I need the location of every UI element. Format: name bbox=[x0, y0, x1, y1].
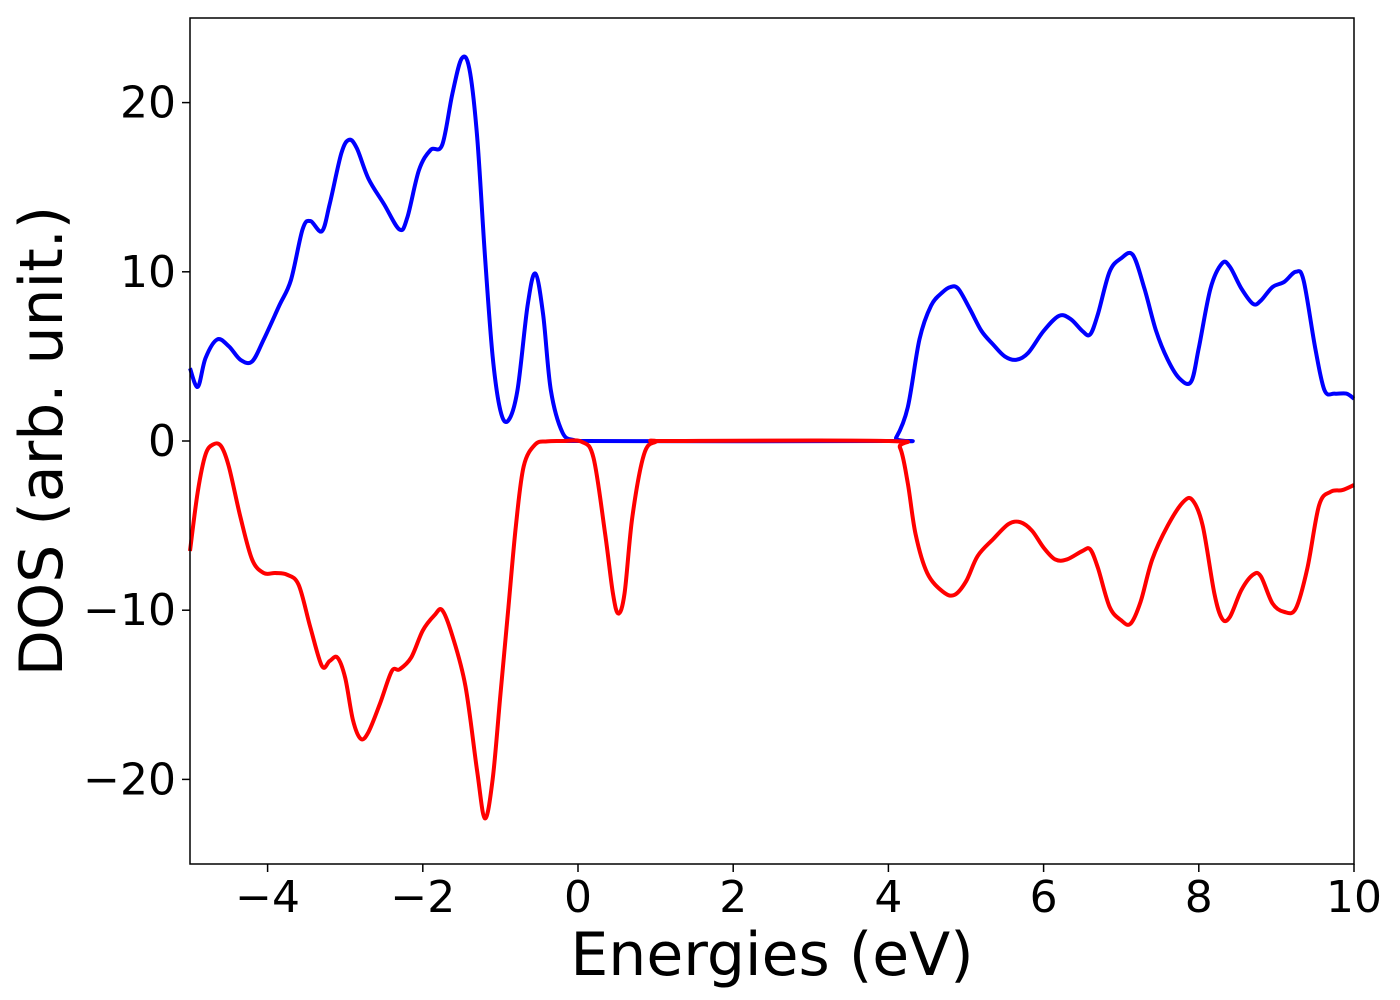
y-tick-label: −10 bbox=[83, 585, 176, 636]
y-axis-ticks: −20 −10 0 10 20 bbox=[83, 78, 190, 805]
x-tick-label: 4 bbox=[874, 872, 902, 923]
x-tick-label: 0 bbox=[564, 872, 592, 923]
series-line-2 bbox=[188, 438, 1355, 821]
y-tick-label: 10 bbox=[120, 247, 176, 298]
series-layer bbox=[188, 54, 1356, 821]
x-axis-ticks: −4 −2 0 2 4 6 8 10 bbox=[235, 864, 1382, 923]
y-tick-label: 20 bbox=[120, 78, 176, 129]
x-tick-label: 6 bbox=[1030, 872, 1058, 923]
x-tick-label: 2 bbox=[719, 872, 747, 923]
y-tick-label: 0 bbox=[148, 416, 176, 467]
x-tick-label: 10 bbox=[1326, 872, 1382, 923]
x-axis-title: Energies (eV) bbox=[570, 920, 973, 990]
y-axis-title: DOS (arb. unit.) bbox=[7, 206, 77, 676]
y-tick-label: −20 bbox=[83, 754, 176, 805]
x-tick-label: −2 bbox=[390, 872, 455, 923]
series-line-1 bbox=[188, 54, 1356, 444]
x-tick-label: −4 bbox=[235, 872, 300, 923]
x-tick-label: 8 bbox=[1185, 872, 1213, 923]
